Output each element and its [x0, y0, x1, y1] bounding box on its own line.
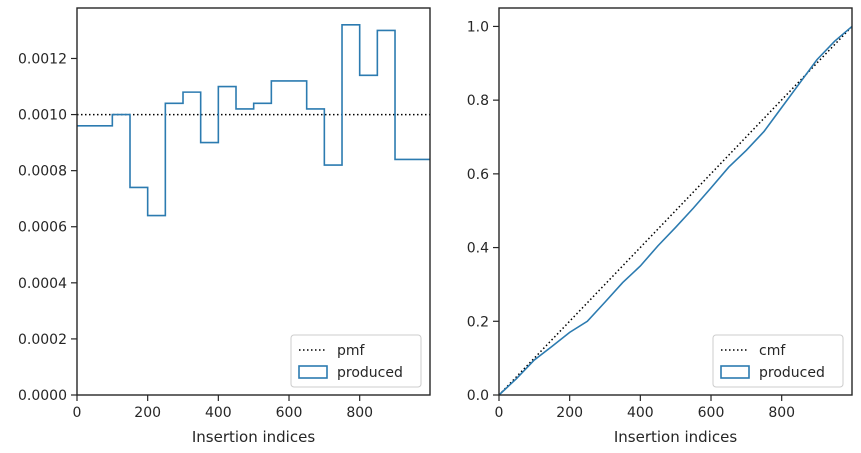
- right-xtick-label: 0: [495, 405, 504, 421]
- right-series-produced: [498, 25, 853, 396]
- left-xtick-label: 400: [205, 405, 232, 421]
- right-legend-label-cmf: cmf: [759, 343, 786, 359]
- left-legend-label-pmf: pmf: [337, 343, 366, 359]
- left-axes: 0 200 400 600 800 0.0000 0.0002 0.0004 0.0006 0.0…: [18, 7, 431, 446]
- left-ytick-label: 0.0012: [18, 51, 67, 67]
- left-ytick-label: 0.0008: [18, 164, 67, 180]
- left-xtick-label: 600: [276, 405, 303, 421]
- right-ytick-label: 1.0: [467, 19, 489, 35]
- left-xtick-label: 0: [73, 405, 82, 421]
- left-xtick-label: 800: [346, 405, 373, 421]
- right-ytick-label: 0.2: [467, 314, 489, 330]
- left-ytick-label: 0.0000: [18, 388, 67, 404]
- right-legend-swatch-produced: [720, 365, 750, 379]
- left-xtick-label: 200: [134, 405, 161, 421]
- right-ytick-label: 0.8: [467, 93, 489, 109]
- right-axes: 0 200 400 600 800 0.0 0.2 0.4 0.6 0.8 1.0 Insertion…: [467, 7, 853, 446]
- left-legend-label-produced: produced: [337, 365, 403, 381]
- right-series-cmf: [498, 25, 853, 396]
- right-xtick-label: 200: [556, 405, 583, 421]
- right-ytick-label: 0.6: [467, 167, 489, 183]
- right-xtick-label: 400: [627, 405, 654, 421]
- right-axes-frame: [498, 7, 853, 396]
- right-xtick-label: 800: [768, 405, 795, 421]
- left-xlabel: Insertion indices: [192, 428, 315, 446]
- left-legend-box: [290, 334, 422, 388]
- right-xlabel: Insertion indices: [614, 428, 737, 446]
- right-legend-label-produced: produced: [759, 365, 825, 381]
- left-series-produced: [77, 24, 430, 217]
- right-xtick-label: 600: [698, 405, 725, 421]
- right-ytick-label: 0.4: [467, 241, 489, 257]
- left-ytick-label: 0.0002: [18, 332, 67, 348]
- left-legend-swatch-produced: [298, 365, 328, 379]
- left-ytick-label: 0.0004: [18, 276, 67, 292]
- right-ytick-label: 0.0: [467, 388, 489, 404]
- right-legend-box: [712, 334, 844, 388]
- left-ytick-label: 0.0010: [18, 108, 67, 124]
- left-ytick-label: 0.0006: [18, 220, 67, 236]
- left-axes-frame: [76, 7, 431, 396]
